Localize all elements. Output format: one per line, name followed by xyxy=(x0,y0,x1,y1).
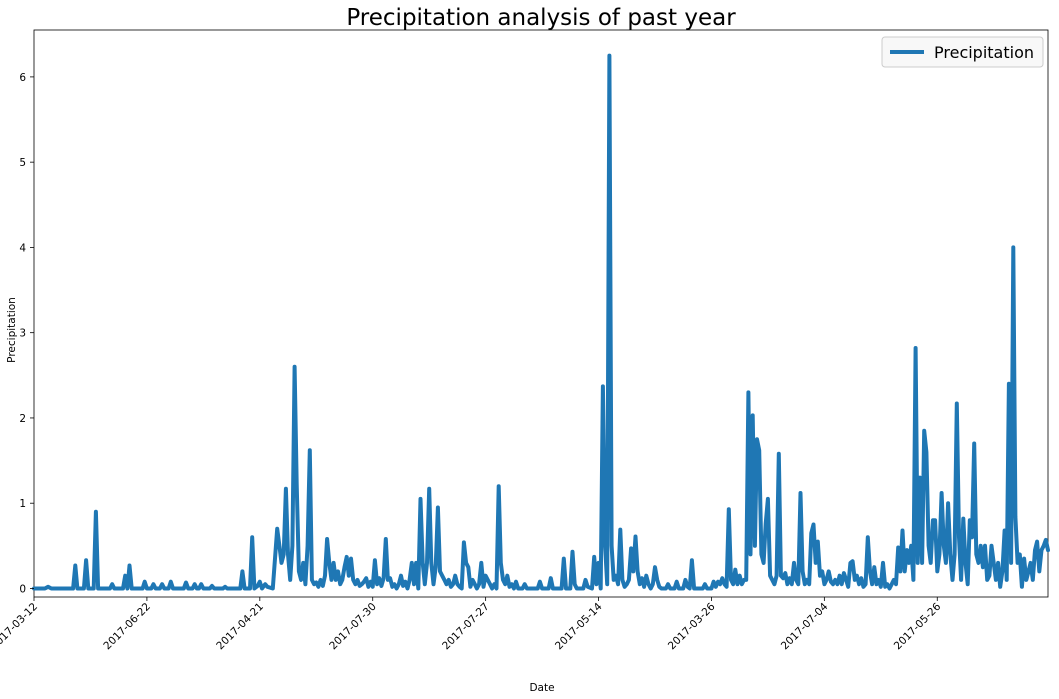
series-line-precipitation xyxy=(32,53,1050,591)
y-axis: 0 1 2 3 4 5 6 xyxy=(19,72,34,595)
x-tick-label: 2017-03-26 xyxy=(666,600,718,652)
x-axis-label: Date xyxy=(529,682,554,694)
legend: Precipitation xyxy=(881,36,1044,68)
x-tick-label: 2017-05-14 xyxy=(553,600,605,652)
x-tick-label: 2017-06-22 xyxy=(101,601,153,653)
x-tick-label: 2017-05-26 xyxy=(892,600,944,652)
plot-area xyxy=(32,29,1050,598)
x-axis: 2017-03-12 2017-06-22 2017-04-21 2017-07-30… xyxy=(0,597,944,652)
y-tick-label: 4 xyxy=(19,242,26,254)
y-tick-label: 1 xyxy=(19,498,26,510)
y-tick-label: 2 xyxy=(19,413,26,425)
y-axis-label: Precipitation xyxy=(6,297,18,363)
chart-title: Precipitation analysis of past year xyxy=(346,5,736,31)
plot-frame xyxy=(33,29,1049,598)
y-tick-label: 5 xyxy=(19,157,26,169)
legend-label-precipitation: Precipitation xyxy=(934,43,1034,62)
y-tick-label: 0 xyxy=(19,583,26,595)
x-tick-label: 2017-07-04 xyxy=(779,600,831,652)
x-tick-label: 2017-07-27 xyxy=(440,601,492,653)
y-tick-label: 6 xyxy=(19,72,26,84)
legend-box xyxy=(881,36,1044,68)
y-tick-label: 3 xyxy=(19,328,26,340)
x-tick-label: 2017-03-12 xyxy=(0,601,40,653)
x-tick-label: 2017-07-30 xyxy=(327,601,379,653)
x-tick-label: 2017-04-21 xyxy=(214,601,266,653)
